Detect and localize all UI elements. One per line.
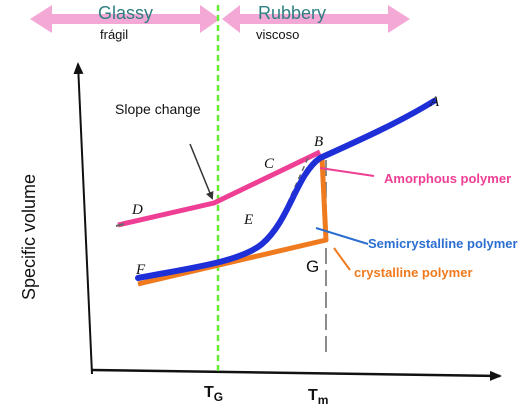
amorphous-curve-end (115, 223, 125, 227)
semicrystalline-label: Semicrystalline polymer (368, 236, 518, 251)
rubbery-label: Rubbery (258, 3, 326, 23)
crystalline-leader (333, 247, 351, 271)
rubbery-arrow (222, 5, 410, 33)
amorphous-label: Amorphous polymer (384, 171, 511, 186)
point-f-label: F (135, 262, 146, 278)
point-e-label: E (243, 212, 253, 228)
crystalline-label: crystalline polymer (354, 265, 473, 280)
point-d-label: D (131, 202, 143, 218)
semicrystalline-leader (315, 227, 369, 245)
amorphous-leader (319, 167, 375, 177)
tm-label: Tm (308, 387, 328, 407)
slope-change-label: Slope change (115, 101, 201, 117)
slope-change-leader (189, 143, 214, 200)
semicrystalline-curve (135, 98, 437, 281)
crystalline-curve (137, 157, 329, 287)
glassy-label: Glassy (98, 3, 153, 23)
amorphous-curve (117, 149, 322, 228)
rubbery-sublabel: viscoso (256, 27, 299, 42)
x-axis (91, 368, 502, 381)
y-axis-label: Specific volume (19, 174, 39, 300)
tg-label: TG (204, 384, 223, 404)
point-g-label: G (306, 257, 319, 276)
point-b-label: B (314, 134, 323, 150)
point-c-label: C (264, 156, 275, 172)
glassy-sublabel: frágil (100, 27, 128, 42)
point-a-label: A (429, 94, 440, 110)
y-axis (73, 62, 93, 375)
glassy-arrow (30, 5, 220, 33)
